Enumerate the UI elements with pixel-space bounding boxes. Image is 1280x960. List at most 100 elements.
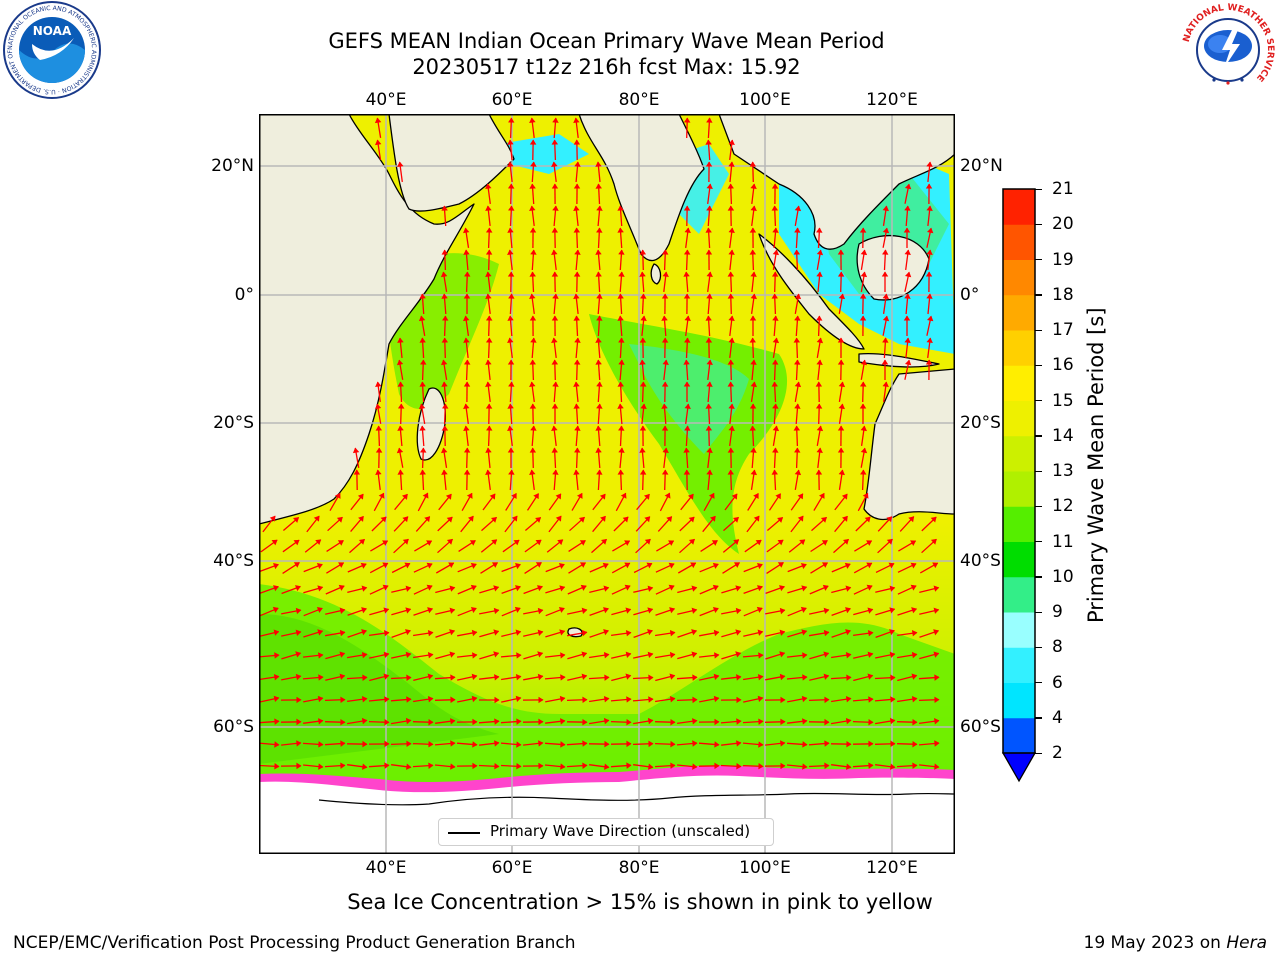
wave-arrow-head [639, 337, 647, 343]
wave-arrow-head [529, 205, 536, 211]
wave-arrow-head [426, 562, 433, 569]
wave-arrow-head [709, 515, 716, 522]
wave-arrow-head [904, 293, 911, 299]
wave-arrow-head [797, 493, 804, 500]
wave-arrow-head [889, 607, 896, 614]
wave-arrow-head [823, 607, 830, 614]
wave-arrow-head [640, 315, 647, 321]
map-subtitle: 20230517 t12z 216h fcst Max: 15.92 [412, 55, 801, 79]
wave-arrow-head [904, 183, 912, 190]
wave-arrow-head [603, 717, 610, 725]
wave-arrow-head [271, 539, 278, 546]
wave-arrow-head [340, 696, 346, 703]
wave-arrow-head [867, 673, 874, 680]
wave-arrow-head [582, 762, 588, 769]
wave-arrow-head [463, 359, 471, 365]
wave-arrow-head [683, 271, 690, 277]
wave-arrow-head [515, 562, 521, 570]
wave-arrow-head [661, 315, 668, 321]
wave-arrow-head [733, 517, 739, 523]
wave-arrow-head [775, 493, 781, 500]
wave-arrow-head [647, 629, 653, 636]
wave-arrow-head [882, 381, 889, 387]
wave-arrow-head [625, 673, 632, 680]
wave-arrow-head [648, 674, 654, 681]
wave-arrow-head [821, 540, 828, 546]
wave-arrow-head [450, 718, 456, 725]
colorbar-tick-label: 9 [1052, 602, 1063, 622]
wave-arrow-head [419, 425, 426, 431]
wave-arrow-head [779, 651, 786, 658]
wave-arrow-head [644, 538, 651, 545]
wave-arrow-head [574, 425, 581, 431]
wave-arrow-head [318, 718, 324, 725]
wave-arrow-head [361, 629, 367, 636]
wave-arrow-head [397, 161, 404, 167]
wave-arrow-head [316, 607, 323, 613]
wave-arrow-head [514, 606, 521, 613]
wave-arrow-head [779, 629, 786, 636]
wave-arrow-head [491, 517, 497, 523]
wave-arrow-head [777, 539, 784, 546]
colorbar-tick-mark [1035, 294, 1042, 296]
wave-arrow-head [933, 651, 940, 658]
wave-arrow-head [595, 249, 602, 255]
colorbar-tick-mark [1035, 470, 1042, 472]
wave-arrow-head [516, 763, 522, 770]
wave-arrow-head [706, 359, 713, 365]
wave-arrow-head [406, 740, 412, 747]
wave-arrow-head [860, 249, 868, 256]
wave-arrow-head [617, 469, 625, 475]
wave-arrow-head [771, 183, 779, 189]
wave-arrow-head [375, 469, 382, 475]
wave-arrow-head [797, 515, 804, 522]
wave-arrow-head [382, 562, 389, 569]
wave-arrow-head [867, 629, 874, 637]
wave-arrow-head [750, 381, 757, 388]
wave-arrow-head [404, 562, 411, 569]
wave-arrow-head [662, 359, 669, 365]
wave-arrow-head [862, 492, 869, 499]
wave-arrow-head [866, 540, 873, 546]
wave-arrow-head [428, 762, 434, 769]
wave-arrow-head [757, 674, 764, 681]
wave-arrow-head [581, 629, 588, 637]
wave-arrow-head [639, 271, 646, 277]
wave-arrow-head [661, 425, 669, 431]
wave-arrow-head [794, 359, 801, 365]
wave-arrow-head [859, 293, 867, 299]
wave-arrow-head [866, 562, 873, 569]
wave-arrow-head [617, 381, 624, 387]
colorbar-tick-label: 13 [1052, 461, 1074, 481]
wave-arrow-head [530, 425, 537, 431]
colorbar-tick-label: 4 [1052, 707, 1063, 728]
wave-arrow-head [360, 562, 367, 569]
wave-arrow-head [859, 381, 867, 387]
wave-arrow-head [581, 673, 588, 680]
wave-arrow-head [537, 607, 544, 615]
wave-arrow-head [626, 696, 632, 703]
wave-arrow-head [772, 447, 779, 453]
wave-arrow-head [494, 674, 500, 681]
wave-arrow-head [749, 249, 757, 255]
wave-arrow-head [714, 718, 720, 726]
wave-arrow-head [471, 695, 478, 703]
wave-arrow-head [727, 381, 735, 387]
wave-arrow-head [668, 584, 675, 591]
wave-arrow-head [926, 249, 933, 255]
wave-arrow-head [361, 695, 368, 703]
wave-arrow-head [595, 161, 602, 167]
wave-arrow-head [661, 293, 669, 299]
wave-arrow-head [529, 359, 536, 365]
wave-arrow-head [881, 359, 889, 365]
wave-arrow-head [647, 717, 654, 725]
wave-arrow-head [779, 673, 786, 681]
wave-arrow-head [860, 447, 868, 454]
wave-arrow-head [926, 293, 933, 299]
wave-arrow-head [617, 403, 624, 409]
wave-arrow-head [882, 249, 889, 255]
wave-arrow-head [668, 562, 675, 569]
wave-arrow-head [441, 205, 448, 211]
wave-arrow-head [516, 741, 522, 748]
wave-arrow-head [816, 227, 823, 233]
